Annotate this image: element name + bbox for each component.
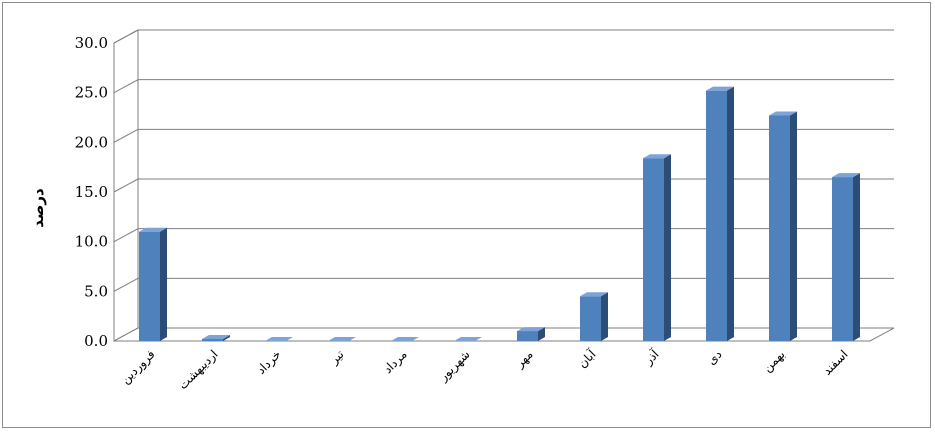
y-tick-label: 30.0 [75,34,108,52]
bar-top [202,335,230,340]
gridline-wall [113,29,139,44]
bar [328,337,356,341]
x-category-label: فروردین [118,347,158,387]
x-category-label: مرداد [381,347,411,377]
bar-top [517,327,545,332]
y-tick-label: 20.0 [75,133,108,151]
bar [769,111,797,341]
bar-front [139,231,160,341]
bar-front [832,177,853,341]
bar-side [727,86,734,342]
gridline-wall [113,178,139,193]
y-tick-label: 25.0 [75,84,108,102]
bar-top [391,337,419,341]
bar-top [139,227,167,232]
bar [706,86,734,342]
x-category-label: خرداد [254,347,284,377]
gridline-wall [113,128,139,143]
bar-top [328,337,356,341]
bar [580,292,608,341]
bar-top [706,86,734,91]
bar-front [202,339,223,341]
bars [139,86,860,342]
x-category-label: اسفند [820,347,851,378]
gridline-wall [113,79,139,94]
bar-side [223,335,230,341]
x-category-label: اردیبهشت [176,347,222,393]
bar-top [769,111,797,116]
x-category-label: شهریور [435,347,473,385]
bar-front [643,158,664,341]
x-category-labels: فروردین اردیبهشت خرداد تیر مرداد شهریور مهر آبا… [118,346,850,393]
bar [265,337,293,341]
bar-side [601,292,608,341]
bar [391,337,419,341]
bar-side [538,327,545,341]
x-category-label: مهر [512,347,536,371]
bar-side [853,173,860,341]
bar-front [517,331,538,341]
y-tick-label: 15.0 [75,183,108,201]
x-category-label: دی [704,347,724,367]
bar-side [790,111,797,341]
y-tick-label: 10.0 [75,233,108,251]
bar [202,335,230,341]
chart-frame: درصد 0.0 5.0 10.0 15.0 20.0 25.0 30.0 فروردین ا… [2,2,931,428]
bar-top [832,173,860,178]
x-category-label: آبان [574,346,599,371]
bar-front [580,296,601,341]
x-category-label: بهمن [760,347,788,375]
bar [454,337,482,341]
y-tick-label: 5.0 [84,282,108,300]
bar-side [664,154,671,341]
gridline-wall [113,277,139,292]
bar [643,154,671,341]
x-category-label: تیر [326,347,347,368]
floor [113,327,895,342]
chart-svg: درصد 0.0 5.0 10.0 15.0 20.0 25.0 30.0 فروردین ا… [29,29,895,393]
bar-top [265,337,293,341]
gridline-wall [113,228,139,243]
bar [517,327,545,341]
y-axis-label: درصد [29,188,47,228]
y-tick-label: 0.0 [84,332,108,350]
bar-top [643,154,671,159]
bar-top [580,292,608,297]
x-category-label: آذر [640,346,663,369]
bar [139,227,167,341]
bar [832,173,860,341]
bar-top [454,337,482,341]
bar-side [160,227,167,341]
y-ticks: 0.0 5.0 10.0 15.0 20.0 25.0 30.0 [75,34,108,350]
bar-front [706,90,727,342]
gridlines [113,29,895,342]
bar-front [769,115,790,341]
